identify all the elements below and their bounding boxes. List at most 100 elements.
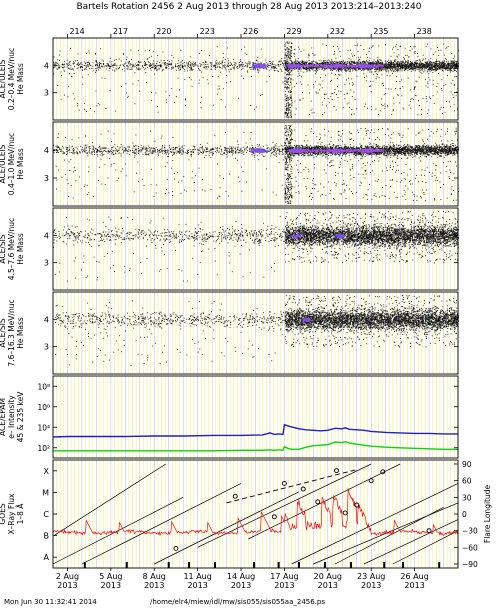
- panel-border: [52, 121, 459, 207]
- event-tick: [383, 562, 386, 568]
- longitude-track: [81, 483, 242, 565]
- y-tick-label: 4: [44, 315, 49, 324]
- flare-marker: [368, 478, 374, 484]
- rotation-tick-label: 217: [113, 27, 128, 36]
- x-tick-label-date: 2 Aug: [56, 572, 79, 581]
- rotation-tick-label: 223: [200, 27, 215, 36]
- rotation-tick-label: 229: [286, 27, 301, 36]
- x-tick-label-year: 2013: [231, 581, 251, 590]
- x-tick-label-year: 2013: [274, 581, 294, 590]
- event-tick: [402, 562, 405, 568]
- longitude-track: [363, 519, 459, 565]
- flare-marker: [426, 528, 432, 534]
- flare-marker: [173, 545, 179, 551]
- figure-title: Bartels Rotation 2456 2 Aug 2013 through…: [76, 2, 421, 12]
- flare-class-label: C: [43, 510, 49, 519]
- rotation-tick-label: 214: [69, 27, 84, 36]
- longitude-track: [52, 463, 167, 537]
- event-tick: [125, 562, 128, 568]
- flare-marker: [342, 510, 348, 516]
- longitude-tick-label: −60: [462, 543, 478, 552]
- panel-border: [52, 37, 459, 121]
- flare-class-label: M: [42, 488, 49, 497]
- y-tick-label: 3: [44, 174, 49, 183]
- panel-1: 4 3 ACE/ULEIS0.2–0.4 MeV/nucHe Mass: [0, 37, 459, 121]
- panel-2: 4 3 ACE/ULEIS0.4–1.0 MeV/nucHe Mass: [0, 121, 459, 207]
- footer-timestamp: Mon Jun 30 11:32:41 2014: [4, 598, 97, 606]
- panel-border: [52, 459, 459, 569]
- y-axis-label: ACE/SIS7.6–16.3 MeV/nucHe Mass: [0, 299, 25, 366]
- panel-border: [52, 291, 459, 375]
- event-ticks: [83, 562, 441, 568]
- longitude-track: [291, 483, 459, 565]
- rotation-tick-label: 235: [373, 27, 388, 36]
- panel-5: 10⁸ 10⁶ 10⁴ 10² ACE/EPAMe– Intensity45 & 235…: [0, 375, 459, 459]
- panel-border: [52, 375, 459, 459]
- y-axis-label: ACE/ULEIS0.2–0.4 MeV/nucHe Mass: [0, 48, 25, 110]
- flare-marker: [300, 486, 306, 492]
- event-tick: [323, 562, 326, 568]
- longitude-track: [392, 530, 459, 565]
- rotation-tick-label: 238: [417, 27, 432, 36]
- flare-markers: [173, 468, 432, 551]
- event-tick: [83, 562, 86, 568]
- x-tick-label-date: 20 Aug: [314, 572, 342, 581]
- longitude-tick-label: 60: [462, 477, 472, 486]
- x-tick-label-year: 2013: [404, 581, 424, 590]
- x-tick-label-year: 2013: [57, 581, 77, 590]
- density-band: [249, 147, 384, 154]
- scatter-points: [55, 294, 459, 367]
- longitude-track: [154, 491, 300, 565]
- flare-marker: [354, 502, 360, 508]
- panel-3: 4 3 ACE/SIS4.5–7.6 MeV/nucHe Mass: [0, 207, 459, 291]
- xray-flux-line: [52, 488, 459, 537]
- y-tick-label: 3: [44, 89, 49, 98]
- rotation-tick-label: 220: [156, 27, 171, 36]
- event-tick: [187, 562, 190, 568]
- rotation-tick-label: 232: [330, 27, 345, 36]
- x-tick-label-year: 2013: [361, 581, 381, 590]
- y-axis-label: ACE/ULEIS0.4–1.0 MeV/nucHe Mass: [0, 133, 25, 195]
- panel-4: 4 3 ACE/SIS7.6–16.3 MeV/nucHe Mass: [0, 291, 459, 375]
- y-tick-label: 4: [44, 61, 49, 70]
- y-axis-label: ACE/SIS4.5–7.6 MeV/nucHe Mass: [0, 218, 25, 280]
- density-band: [289, 233, 346, 239]
- flare-marker: [334, 468, 339, 474]
- flare-marker: [281, 480, 287, 486]
- flare-class-label: X: [44, 467, 50, 476]
- event-tick: [214, 562, 216, 568]
- flare-marker: [232, 493, 238, 499]
- x-tick-label-date: 17 Aug: [270, 572, 298, 581]
- panel-grid: [52, 122, 459, 206]
- y-tick-label: 3: [44, 343, 49, 352]
- panel-grid: [52, 376, 459, 458]
- density-band: [302, 317, 313, 323]
- event-tick: [253, 562, 256, 568]
- flare-marker: [380, 469, 386, 475]
- x-tick-label-date: 26 Aug: [400, 572, 428, 581]
- longitude-track-dashed: [226, 469, 357, 504]
- y-tick-label: 4: [44, 231, 49, 240]
- y-tick-label: 3: [44, 259, 49, 268]
- plot-panels: 4 3 ACE/ULEIS0.2–0.4 MeV/nucHe Mass 4 3 ACE/U…: [0, 37, 492, 590]
- longitude-track: [248, 463, 401, 540]
- x-tick-label-year: 2013: [318, 581, 338, 590]
- y-tick-label: 10⁴: [37, 423, 50, 432]
- flare-class-label: B: [44, 532, 50, 541]
- x-tick-label-year: 2013: [101, 581, 121, 590]
- rotation-tick-label: 226: [243, 27, 258, 36]
- series-line-235-kev: [53, 440, 458, 452]
- flare-marker: [315, 499, 321, 505]
- right-axis-label: Flare Longitude: [483, 485, 492, 544]
- panel-grid: [52, 208, 459, 290]
- x-tick-label-date: 14 Aug: [227, 572, 255, 581]
- y-tick-label: 10⁶: [37, 403, 50, 412]
- longitude-tracks: [52, 463, 459, 565]
- y-axis-label: ACE/EPAMe– Intensity45 & 235 keV: [0, 391, 25, 443]
- x-tick-label-date: 5 Aug: [99, 572, 122, 581]
- x-tick-label-date: 11 Aug: [183, 572, 211, 581]
- longitude-tick-label: 0: [462, 510, 467, 519]
- x-tick-label-date: 23 Aug: [357, 572, 385, 581]
- y-tick-label: 10⁸: [37, 382, 50, 391]
- y-axis-label: GOESX–Ray Flux1–8 Å: [0, 493, 25, 535]
